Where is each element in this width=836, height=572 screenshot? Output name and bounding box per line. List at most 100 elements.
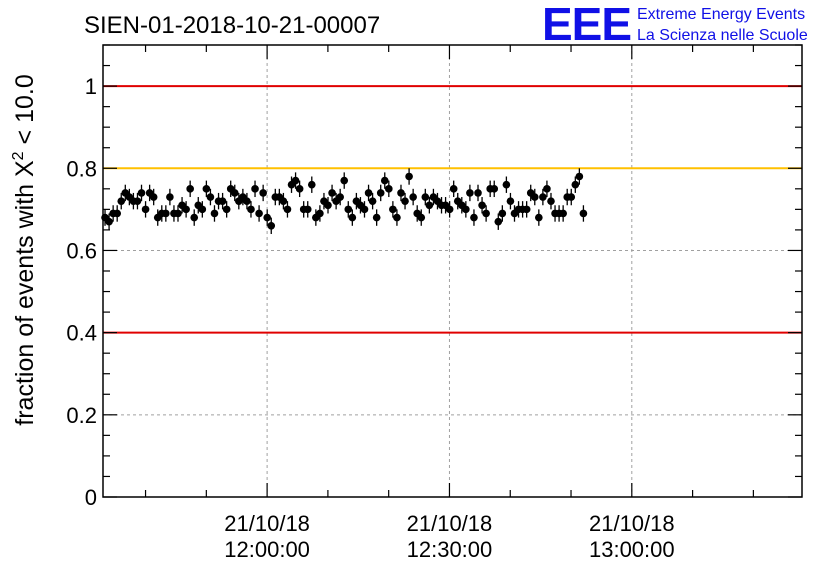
data-point [559,209,567,218]
data-point [571,180,580,189]
y-tick-label: 1 [85,74,97,99]
data-point [190,213,199,222]
plot-frame [102,44,803,498]
y-tick-label: 0.4 [66,321,97,346]
data-point [364,189,373,197]
data-point [421,193,430,201]
data-point [490,185,499,193]
data-point [291,176,300,185]
data-point [478,201,486,210]
data-point [198,205,207,214]
data-point [259,189,267,197]
y-axis-label-superscript: 2 [10,151,27,160]
y-tick-labels: 0 0.2 0.4 0.6 0.8 1 [66,74,97,510]
data-point [385,185,393,193]
data-point [279,197,288,205]
data-points [101,168,588,235]
data-point [567,193,576,201]
data-point [502,180,511,189]
data-point [336,193,344,201]
data-point [372,213,381,222]
chart-title: SIEN-01-2018-10-21-00007 [84,12,380,39]
data-point [409,193,417,201]
data-point [425,201,434,210]
data-point [137,189,146,197]
data-point [344,205,353,214]
data-point [251,185,259,193]
data-point [462,205,470,214]
y-tick-label: 0 [85,485,97,510]
data-point [295,185,304,193]
data-point [389,205,397,214]
data-point [579,209,588,218]
data-point [547,197,555,205]
data-point [307,180,316,189]
data-point [575,172,584,181]
x-tick-label-date: 21/10/18 [407,511,493,536]
data-point [376,189,385,197]
data-point [182,205,190,214]
x-tick-labels: 21/10/1812:00:0021/10/1812:30:0021/10/18… [224,511,674,562]
data-point [283,205,292,214]
data-point [218,197,227,205]
logo-line-1: Extreme Energy Events [637,6,805,23]
data-point [328,189,336,197]
x-tick-label-time: 13:00:00 [589,537,675,562]
data-point [210,209,219,218]
data-point [445,205,454,214]
data-point [247,205,255,214]
data-point [506,197,515,205]
x-tick-label-date: 21/10/18 [224,511,310,536]
data-point [117,197,126,205]
data-point [530,193,539,201]
y-axis-label: fraction of events with X2 < 10.0 [10,74,39,425]
data-point [206,193,215,201]
data-point [340,176,349,185]
data-point [324,201,332,210]
x-tick-label-time: 12:00:00 [224,537,310,562]
data-point [141,205,150,214]
data-point [539,193,547,201]
data-point [498,209,507,218]
data-point [494,217,503,226]
data-point [263,213,271,222]
reference-lines [103,85,802,334]
data-point [368,197,377,205]
data-point [202,185,211,193]
eee-logo: EEE Extreme Energy Events La Scienza nel… [542,0,808,50]
data-point [105,217,113,226]
grid-lines [103,45,802,497]
x-tick-label-date: 21/10/18 [589,511,675,536]
data-point [303,205,312,214]
logo-mark: EEE [542,0,631,50]
data-point [543,185,551,193]
x-tick-label-time: 12:30:00 [407,537,493,562]
data-point [166,193,174,201]
data-point [535,213,543,222]
data-point [470,213,478,222]
data-point [466,189,474,197]
data-point [162,209,170,218]
data-point [482,209,490,218]
data-point [267,222,276,230]
data-point [113,209,121,218]
logo-line-2: La Scienza nelle Scuole [637,27,808,44]
data-point [405,172,413,181]
data-point [522,205,531,214]
data-point [360,205,369,214]
axes [102,44,803,498]
y-tick-label: 0.6 [66,238,97,263]
data-point [401,197,409,205]
data-point [255,209,263,218]
data-point [186,185,194,193]
data-point [417,213,426,222]
data-point [449,185,458,193]
data-point [316,209,324,218]
data-point [174,209,182,218]
y-tick-label: 0.8 [66,156,97,181]
data-point [474,189,482,197]
data-point [397,189,405,197]
data-point [243,197,251,205]
data-point [149,193,158,201]
